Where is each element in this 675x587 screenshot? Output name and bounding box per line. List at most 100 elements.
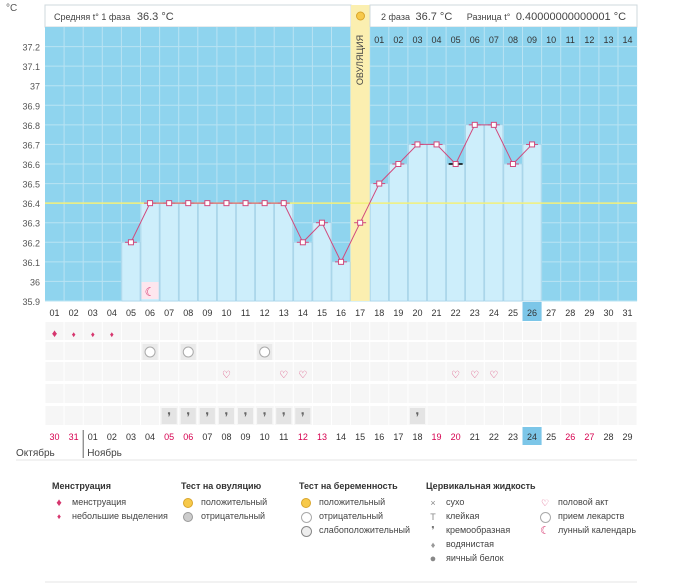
x-tick-label: 20 [412,308,422,318]
heart-icon: ♡ [298,370,307,381]
x-tick-label: 21 [432,308,442,318]
marker-cell [618,342,637,360]
x-tick-label: 15 [317,308,327,318]
creamy-icon: ❜ [416,410,420,424]
marker-cell [217,322,236,340]
x-tick-label: 03 [88,308,98,318]
marker-cell [523,322,542,340]
y-tick-label: 36.1 [22,258,40,268]
marker-cell [83,406,102,425]
marker-cell [293,342,312,360]
heart-icon: ♡ [540,497,550,508]
x-tick-label: 17 [355,308,365,318]
marker-cell [312,342,331,360]
marker-cell [64,342,83,360]
marker-cell [351,342,370,360]
marker-cell [542,322,561,340]
legend-item: отрицательный [201,511,266,521]
temperature-point [280,200,287,207]
marker-cell [523,342,542,360]
marker-cell [427,362,446,381]
marker-cell [599,406,618,425]
marker-cell [446,384,465,403]
x-tick-label: 04 [107,308,117,318]
marker-cell [351,322,370,340]
ovulation-test-icon [259,346,271,358]
marker-cell [465,322,484,340]
marker-cell [236,322,255,340]
marker-cell [351,362,370,381]
creamy-icon: ❜ [263,410,267,424]
legend-menstruation: Менструация ♦ менструация ♦ небольшие выде… [52,481,168,523]
marker-cell [217,384,236,403]
marker-cell [141,406,160,425]
ovulation-sun-icon [356,11,365,21]
date-label: 21 [470,432,480,442]
marker-cell [465,362,484,381]
legend-item: половой акт [558,497,609,507]
legend-item: слабоположительный [319,525,411,535]
marker-cell [312,362,331,381]
moon-cell [141,282,159,299]
temperature-line [130,124,533,263]
drop-small-icon: ♦ [56,511,62,521]
phase2-label: 2 фаза [381,12,410,22]
marker-cell [465,342,484,360]
temperature-point [395,161,402,167]
phase2-day-label: 13 [603,35,613,45]
marker-cell [274,384,293,403]
temperature-bar [198,202,217,302]
fluid-cell [295,408,311,424]
marker-cell [255,322,274,340]
marker-cell [580,342,599,360]
creamy-icon: ❜ [301,410,305,424]
date-label: 24 [527,432,537,442]
marker-cell [618,406,637,425]
marker-cell [64,406,83,425]
legend-title: Цервикальная жидкость [426,481,536,491]
fluid-cell [199,408,215,424]
y-tick-label: 36.7 [22,140,40,150]
marker-cell [121,384,140,403]
marker-cell [427,406,446,425]
marker-cell [332,342,351,360]
temperature-bar [159,202,179,302]
pill-icon [538,510,552,524]
phase2-day-label: 14 [623,35,633,45]
temperature-point [490,121,497,128]
marker-cell [121,406,140,425]
marker-cell [446,342,465,360]
date-label: 22 [489,432,499,442]
x-tick-label: 12 [260,308,270,318]
temperature-point [166,200,173,207]
marker-cell [561,362,580,381]
marker-cell [389,406,408,425]
y-tick-label: 37 [30,82,40,92]
date-label: 27 [584,432,594,442]
marker-cell [599,322,618,340]
svg-text:Средняя t° 1 фаза 36.3 °C: Средняя t° 1 фаза 36.3 °C [54,11,174,23]
plot-area: 35.9 36 36.1 36.2 36.3 36.4 36.5 36.6 36.7 36.8 36… [22,27,638,307]
phase1-value: 36.3 °C [137,11,174,23]
temperature-bar [522,144,542,302]
positive-test-icon [299,496,313,510]
phase2-day-label: 06 [470,35,480,45]
marker-cell [293,322,312,340]
marker-cell [561,322,580,340]
marker-cell [198,362,217,381]
creamy-icon: ❜ [282,410,286,424]
date-label: 14 [336,432,346,442]
x-tick-label: 14 [298,308,308,318]
marker-cell [45,322,64,340]
marker-cell [121,342,140,360]
legend-other: ♡ половой акт прием лекарств ☾ лунный кале… [538,481,636,537]
negative-test-icon [181,510,195,524]
legend-item: лунный календарь [558,525,637,535]
x-tick-label: 05 [126,308,136,318]
x-tick-label: 06 [145,308,155,318]
temperature-point [147,200,154,207]
marker-cell [523,362,542,381]
drop-icon: ♦ [52,328,58,340]
marker-cell [370,384,389,403]
marker-cell [179,322,198,340]
